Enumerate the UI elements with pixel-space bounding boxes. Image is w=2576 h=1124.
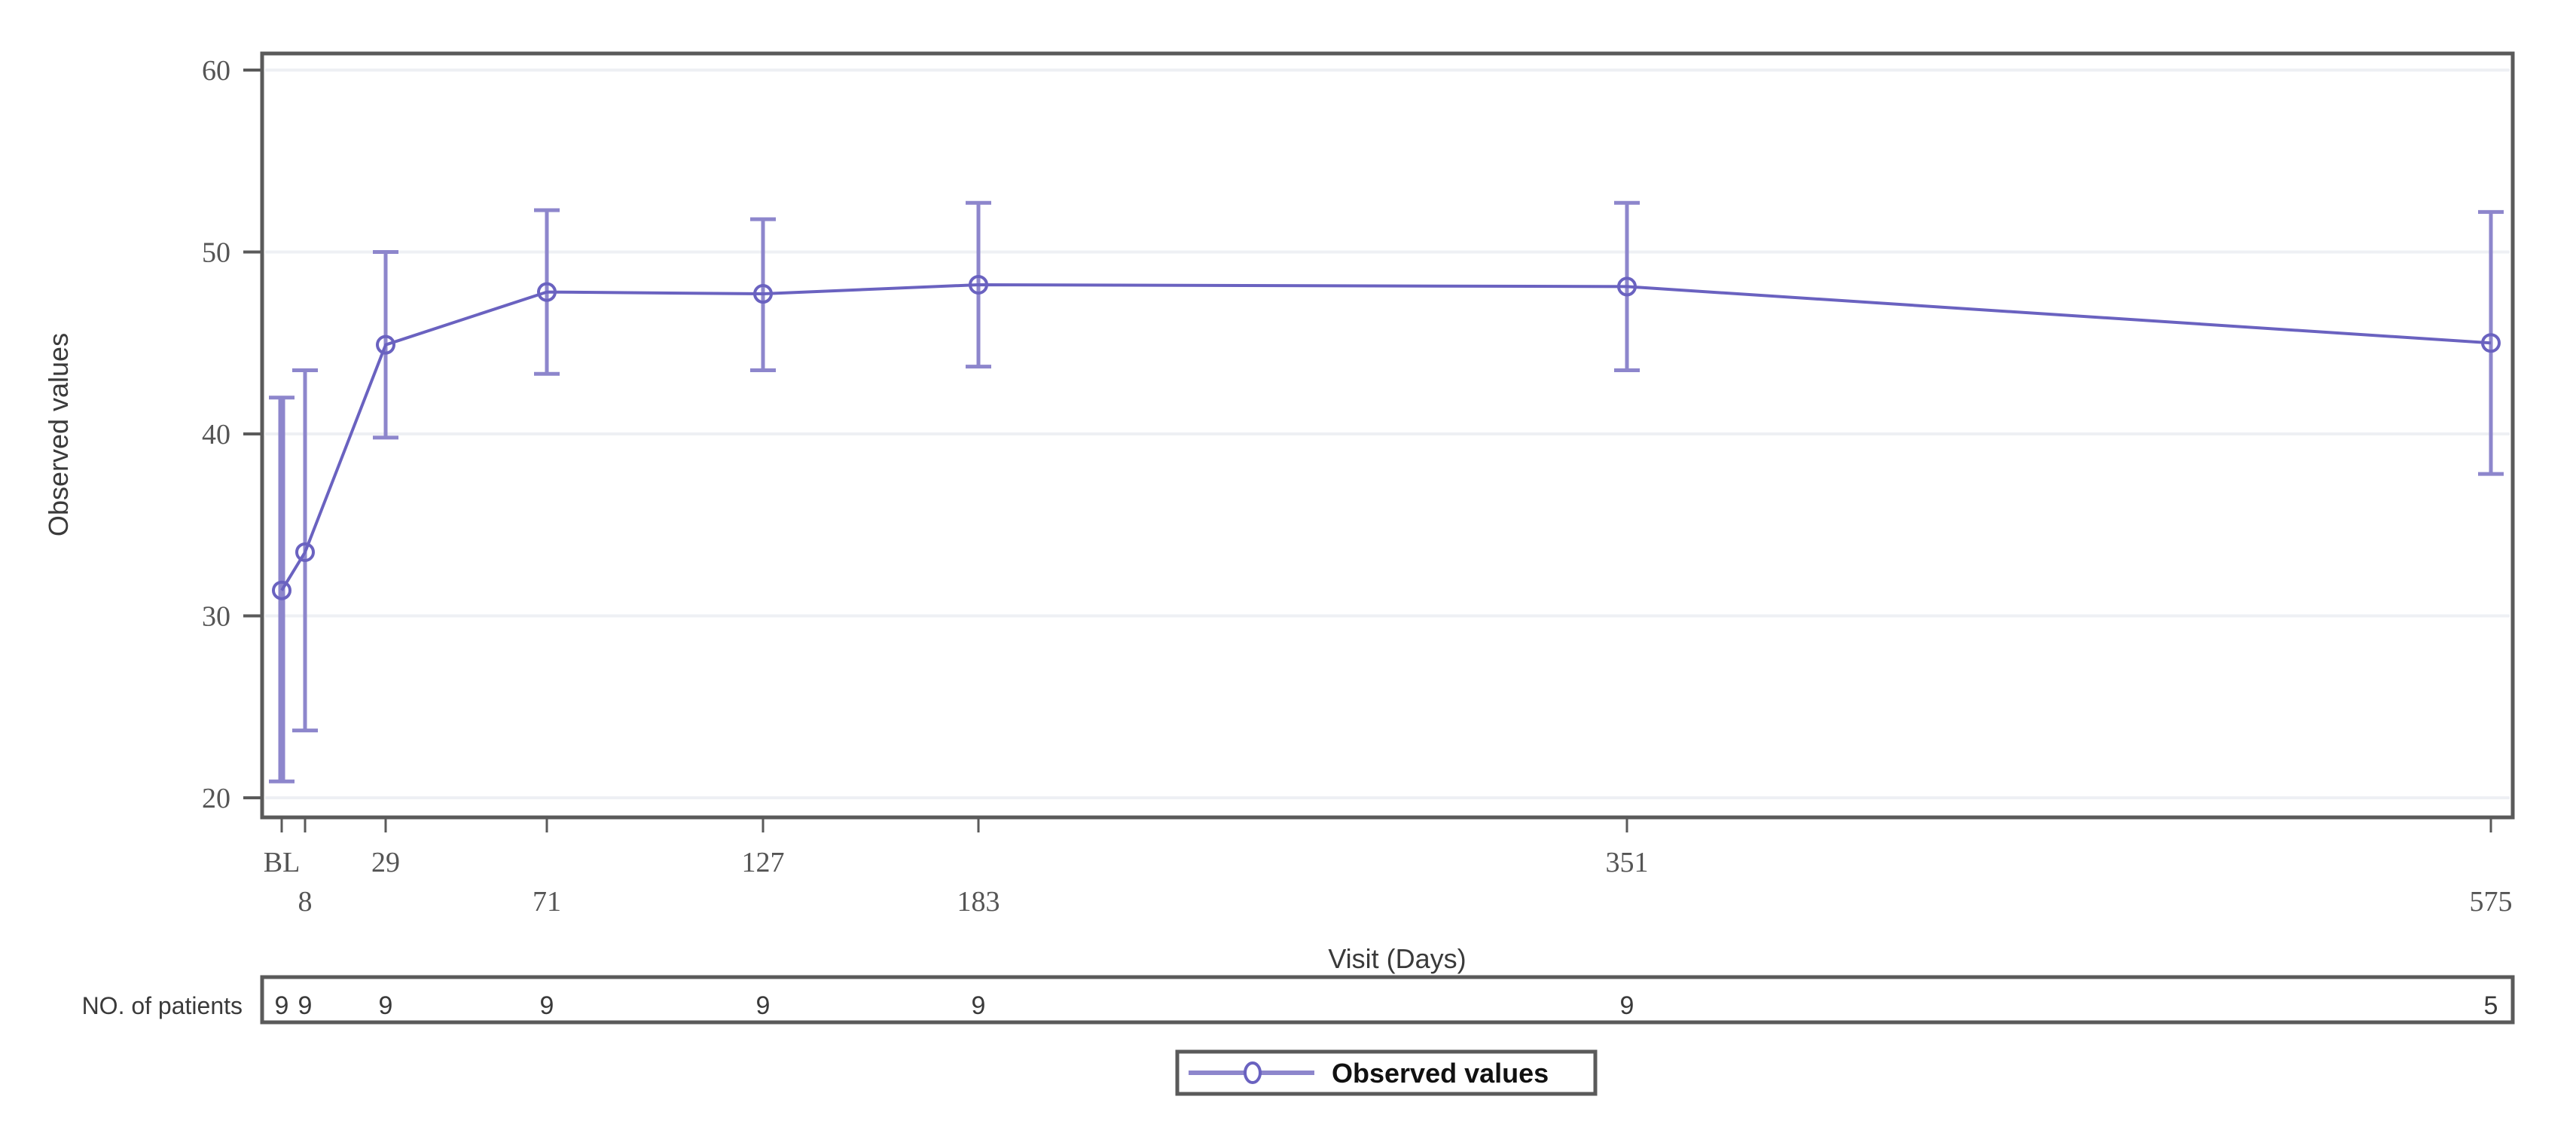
- gridlines: [265, 69, 2510, 799]
- data-point-circle-marker-icon: [1617, 276, 1637, 297]
- data-point-circle-marker-icon: [272, 580, 291, 600]
- x-axis: BL 8 29 71 127 183 351 575: [264, 817, 2513, 918]
- x-tick-label: 351: [1606, 847, 1649, 878]
- patients-table-box: [260, 975, 2515, 1025]
- x-tick-label: 8: [298, 886, 313, 918]
- legend: Observed values: [1175, 1049, 1598, 1096]
- y-axis: 20 30 40 50 60: [202, 55, 262, 814]
- patients-table-label: NO. of patients: [82, 992, 243, 1019]
- x-tick-label: 127: [742, 847, 785, 878]
- y-axis-label: Observed values: [43, 333, 74, 536]
- patient-count: 9: [379, 991, 393, 1020]
- y-tick-label: 40: [202, 419, 230, 451]
- legend-label: Observed values: [1332, 1058, 1549, 1089]
- data-point-circle-marker-icon: [753, 284, 773, 304]
- series-line: [280, 283, 2492, 591]
- patient-count: 9: [298, 991, 313, 1020]
- patient-count: 9: [275, 991, 289, 1020]
- data-point-circle-marker-icon: [2481, 333, 2501, 353]
- data-point-circle-marker-icon: [969, 274, 988, 295]
- y-tick-label: 50: [202, 237, 230, 269]
- legend-circle-marker-icon: [1244, 1061, 1262, 1084]
- x-tick-label: 183: [957, 886, 1000, 918]
- series-observed-values: [269, 200, 2504, 783]
- y-tick-label: 20: [202, 783, 230, 814]
- x-tick-label: BL: [264, 847, 301, 878]
- patient-count: 9: [1620, 991, 1634, 1020]
- x-axis-label: Visit (Days): [1328, 943, 1466, 974]
- patient-count: 5: [2484, 991, 2498, 1020]
- data-point-circle-marker-icon: [376, 334, 395, 355]
- data-point-circle-marker-icon: [537, 282, 557, 302]
- x-tick-label: 575: [2470, 886, 2513, 918]
- patient-count: 9: [756, 991, 771, 1020]
- x-tick-label: 71: [533, 886, 561, 918]
- y-tick-label: 30: [202, 601, 230, 633]
- data-point-circle-marker-icon: [295, 542, 315, 562]
- patient-count: 9: [972, 991, 986, 1020]
- y-tick-label: 60: [202, 55, 230, 87]
- x-tick-label: 29: [371, 847, 400, 878]
- patient-count: 9: [540, 991, 554, 1020]
